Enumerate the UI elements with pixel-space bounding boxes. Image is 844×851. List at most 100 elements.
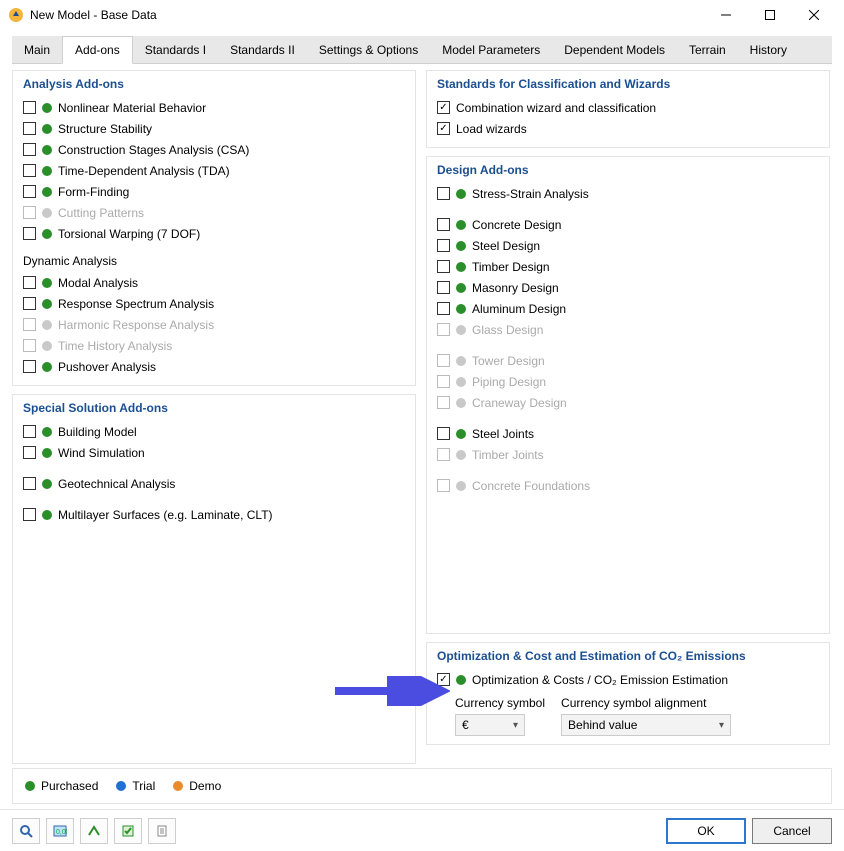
checkbox[interactable] bbox=[437, 281, 450, 294]
panel-standards: Standards for Classification and Wizards… bbox=[426, 70, 830, 148]
checkbox[interactable] bbox=[23, 227, 36, 240]
tool-button-4[interactable] bbox=[114, 818, 142, 844]
status-dot bbox=[42, 103, 52, 113]
status-dot bbox=[42, 229, 52, 239]
panel-title: Analysis Add-ons bbox=[23, 77, 405, 91]
checkbox[interactable] bbox=[437, 260, 450, 273]
checkbox[interactable] bbox=[437, 218, 450, 231]
checkbox[interactable] bbox=[437, 101, 450, 114]
checkbox[interactable] bbox=[437, 122, 450, 135]
status-dot bbox=[456, 398, 466, 408]
status-dot bbox=[456, 304, 466, 314]
addon-label: Steel Design bbox=[472, 239, 540, 253]
status-dot bbox=[42, 510, 52, 520]
checkbox[interactable] bbox=[23, 508, 36, 521]
addon-row: Torsional Warping (7 DOF) bbox=[23, 223, 405, 244]
checkbox[interactable] bbox=[23, 297, 36, 310]
titlebar: New Model - Base Data bbox=[0, 0, 844, 30]
status-dot bbox=[42, 124, 52, 134]
status-dot bbox=[456, 356, 466, 366]
addon-row: Time History Analysis bbox=[23, 335, 405, 356]
dot-trial bbox=[116, 781, 126, 791]
addon-label: Cutting Patterns bbox=[58, 206, 144, 220]
currency-align-select[interactable]: Behind value ▾ bbox=[561, 714, 731, 736]
ok-button[interactable]: OK bbox=[666, 818, 746, 844]
panel-special-addons: Special Solution Add-ons Building ModelW… bbox=[12, 394, 416, 764]
addon-row: Geotechnical Analysis bbox=[23, 473, 405, 494]
currency-symbol-select[interactable]: € ▾ bbox=[455, 714, 525, 736]
tab-settings-options[interactable]: Settings & Options bbox=[307, 36, 430, 63]
checkbox[interactable] bbox=[23, 143, 36, 156]
tab-standards-ii[interactable]: Standards II bbox=[218, 36, 307, 63]
checkbox[interactable] bbox=[437, 187, 450, 200]
tab-add-ons[interactable]: Add-ons bbox=[62, 36, 133, 64]
status-dot bbox=[456, 189, 466, 199]
legend: Purchased Trial Demo bbox=[12, 768, 832, 804]
legend-label: Demo bbox=[189, 779, 221, 793]
status-dot bbox=[42, 145, 52, 155]
select-value: € bbox=[462, 718, 469, 732]
status-dot bbox=[42, 341, 52, 351]
checkbox[interactable] bbox=[437, 302, 450, 315]
addon-row: Form-Finding bbox=[23, 181, 405, 202]
addon-label: Structure Stability bbox=[58, 122, 152, 136]
tab-main[interactable]: Main bbox=[12, 36, 62, 63]
checkbox[interactable] bbox=[23, 185, 36, 198]
addon-row: Load wizards bbox=[437, 118, 819, 139]
checkbox bbox=[437, 396, 450, 409]
checkbox[interactable] bbox=[437, 673, 450, 686]
checkbox[interactable] bbox=[23, 446, 36, 459]
tab-model-parameters[interactable]: Model Parameters bbox=[430, 36, 552, 63]
addon-label: Timber Joints bbox=[472, 448, 544, 462]
addon-row: Pushover Analysis bbox=[23, 356, 405, 377]
checkbox[interactable] bbox=[23, 122, 36, 135]
tool-button-5[interactable] bbox=[148, 818, 176, 844]
tool-button-3[interactable] bbox=[80, 818, 108, 844]
addon-row: Steel Joints bbox=[437, 423, 819, 444]
tool-button-2[interactable]: 0,00 bbox=[46, 818, 74, 844]
addon-label: Nonlinear Material Behavior bbox=[58, 101, 206, 115]
legend-label: Trial bbox=[132, 779, 155, 793]
addon-row: Cutting Patterns bbox=[23, 202, 405, 223]
status-dot bbox=[456, 481, 466, 491]
addon-row: Combination wizard and classification bbox=[437, 97, 819, 118]
tab-bar: MainAdd-onsStandards IStandards IISettin… bbox=[12, 36, 832, 64]
addon-label: Response Spectrum Analysis bbox=[58, 297, 214, 311]
subheading-dynamic: Dynamic Analysis bbox=[23, 254, 405, 268]
status-dot bbox=[42, 320, 52, 330]
cancel-button[interactable]: Cancel bbox=[752, 818, 832, 844]
checkbox bbox=[23, 339, 36, 352]
panel-title: Special Solution Add-ons bbox=[23, 401, 405, 415]
addon-row: Timber Joints bbox=[437, 444, 819, 465]
maximize-button[interactable] bbox=[748, 1, 792, 29]
tool-button-1[interactable] bbox=[12, 818, 40, 844]
addon-label: Craneway Design bbox=[472, 396, 567, 410]
checkbox[interactable] bbox=[23, 276, 36, 289]
addon-label: Concrete Foundations bbox=[472, 479, 590, 493]
addon-label: Optimization & Costs / CO₂ Emission Esti… bbox=[472, 673, 728, 687]
checkbox[interactable] bbox=[23, 164, 36, 177]
checkbox[interactable] bbox=[23, 101, 36, 114]
checkbox[interactable] bbox=[437, 427, 450, 440]
status-dot bbox=[42, 479, 52, 489]
addon-row: Masonry Design bbox=[437, 277, 819, 298]
currency-align-label: Currency symbol alignment bbox=[561, 696, 731, 710]
tab-terrain[interactable]: Terrain bbox=[677, 36, 738, 63]
addon-row: Nonlinear Material Behavior bbox=[23, 97, 405, 118]
checkbox[interactable] bbox=[437, 239, 450, 252]
addon-label: Building Model bbox=[58, 425, 137, 439]
addon-label: Concrete Design bbox=[472, 218, 561, 232]
addon-label: Multilayer Surfaces (e.g. Laminate, CLT) bbox=[58, 508, 273, 522]
checkbox[interactable] bbox=[23, 477, 36, 490]
panel-title: Optimization & Cost and Estimation of CO… bbox=[437, 649, 819, 663]
tab-history[interactable]: History bbox=[738, 36, 799, 63]
addon-label: Masonry Design bbox=[472, 281, 559, 295]
tab-standards-i[interactable]: Standards I bbox=[133, 36, 218, 63]
close-button[interactable] bbox=[792, 1, 836, 29]
minimize-button[interactable] bbox=[704, 1, 748, 29]
checkbox[interactable] bbox=[23, 425, 36, 438]
checkbox[interactable] bbox=[23, 360, 36, 373]
tab-dependent-models[interactable]: Dependent Models bbox=[552, 36, 677, 63]
addon-label: Timber Design bbox=[472, 260, 550, 274]
addon-row: Concrete Design bbox=[437, 214, 819, 235]
